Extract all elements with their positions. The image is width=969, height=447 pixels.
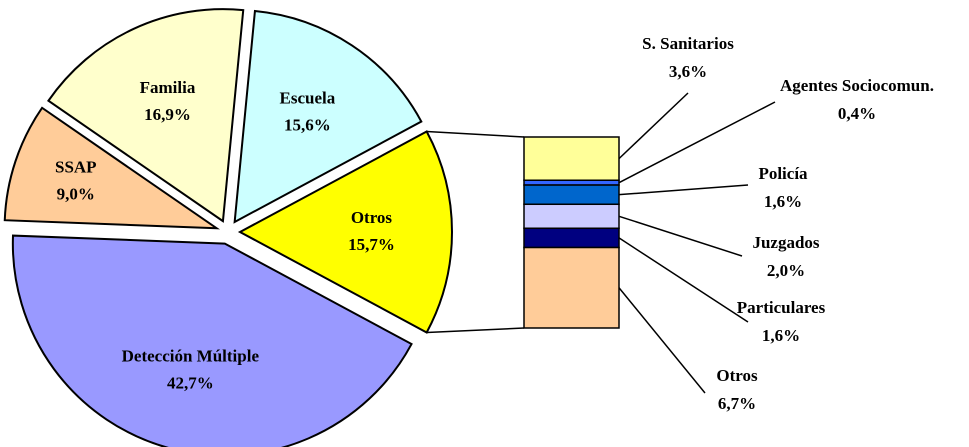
breakdown-value: 1,6% [764, 192, 802, 211]
leader-line [618, 215, 743, 257]
leader-line [618, 92, 689, 160]
leader-line [618, 237, 749, 323]
breakdown-value: 1,6% [762, 326, 800, 345]
slice-label: Familia [140, 78, 196, 97]
slice-value: 15,7% [348, 235, 395, 254]
breakdown-label: Particulares [737, 298, 826, 317]
bar-segment [523, 246, 620, 329]
slice-label: Detección Múltiple [122, 346, 260, 365]
pie-slice [237, 130, 454, 334]
breakdown-value: 0,4% [838, 104, 876, 123]
pie-slice [3, 106, 221, 230]
bar-segment [523, 203, 620, 230]
slice-label: Escuela [280, 88, 336, 107]
bar-segment [523, 184, 620, 206]
breakdown-value: 6,7% [718, 394, 756, 413]
breakdown-value: 3,6% [669, 62, 707, 81]
breakdown-label: Policía [758, 164, 808, 183]
breakdown-label: Agentes Sociocomun. [780, 76, 934, 95]
pie-slice [233, 9, 423, 224]
breakdown-label: Otros [716, 366, 758, 385]
slice-value: 42,7% [167, 373, 214, 392]
breakdown-value: 2,0% [767, 261, 805, 280]
breakdown-label: S. Sanitarios [642, 34, 734, 53]
slice-label: Otros [351, 208, 393, 227]
pie-slice [11, 234, 413, 447]
leader-line [618, 101, 776, 184]
bar-segment [523, 227, 620, 249]
leader-line [618, 184, 749, 196]
pie-slice [47, 8, 245, 223]
bar-segment [523, 136, 620, 181]
leader-line [618, 287, 706, 394]
connector [426, 327, 525, 334]
slice-label: SSAP [55, 157, 97, 176]
breakdown-label: Juzgados [752, 233, 819, 252]
connector [426, 130, 525, 138]
slice-value: 15,6% [284, 115, 331, 134]
slice-value: 16,9% [144, 105, 191, 124]
slice-value: 9,0% [57, 184, 95, 203]
